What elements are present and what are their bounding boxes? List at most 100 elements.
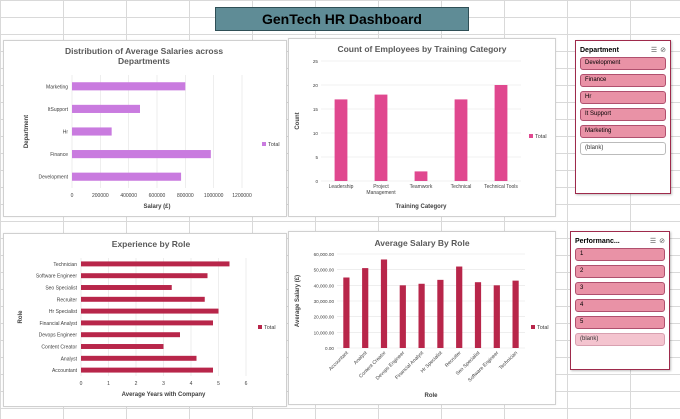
category-label: Analyst [353, 350, 369, 366]
legend-label: Total [264, 325, 276, 331]
category-label: Technical [451, 184, 472, 190]
bar[interactable] [81, 367, 213, 373]
slicer-header: Department ☰ ⊘ [576, 43, 670, 57]
x-tick-label: 600000 [149, 193, 166, 199]
bar[interactable] [512, 280, 519, 348]
bar[interactable] [380, 259, 388, 348]
bar[interactable] [72, 150, 211, 159]
y-tick-label: 40,000.00 [314, 283, 335, 288]
bar[interactable] [493, 285, 500, 348]
y-axis-label: Count [295, 112, 301, 129]
bar[interactable] [81, 355, 197, 361]
category-label: Finance [50, 152, 68, 158]
category-label: Management [366, 190, 396, 196]
slicer-title: Department [580, 46, 619, 54]
x-axis-label: Training Category [395, 204, 447, 210]
slicer-item-hr[interactable]: Hr [580, 91, 666, 104]
bar[interactable] [81, 344, 164, 349]
slicer-item-finance[interactable]: Finance [580, 74, 666, 87]
y-tick-label: 60,000.00 [314, 252, 335, 257]
chart-department-salary[interactable]: Distribution of Average Salaries across D… [3, 40, 287, 217]
category-label: Accountant [328, 350, 350, 372]
y-tick-label: 30,000.00 [314, 299, 335, 304]
slicer-item-marketing[interactable]: Marketing [580, 125, 666, 138]
bar[interactable] [456, 266, 463, 348]
category-label: Leadership [329, 184, 354, 190]
salary-by-role-chart-svg: Average Salary By Role 0.00 10,000.00 20,00… [295, 238, 549, 399]
bar[interactable] [334, 99, 348, 181]
category-label: Analyst [61, 356, 78, 362]
bar[interactable] [81, 308, 219, 314]
bar[interactable] [362, 268, 369, 348]
bar[interactable] [454, 99, 468, 181]
slicer-item-blank[interactable]: (blank) [580, 142, 666, 155]
clear-filter-icon[interactable]: ⊘ [660, 47, 666, 54]
slicer-title: Performanc... [575, 237, 620, 245]
x-tick-label: 3 [162, 381, 165, 387]
category-label: Recruiter [57, 297, 78, 303]
multi-select-icon[interactable]: ☰ [649, 238, 657, 245]
bar[interactable] [81, 261, 230, 267]
slicer-item-it-support[interactable]: It Support [580, 108, 666, 121]
bar[interactable] [81, 332, 180, 338]
slicer-item-2[interactable]: 2 [575, 265, 665, 278]
legend-swatch [529, 134, 533, 138]
bar[interactable] [81, 285, 172, 290]
bar[interactable] [343, 277, 350, 349]
y-tick-label: 10 [313, 131, 319, 136]
slicer-item-blank[interactable]: (blank) [575, 333, 665, 346]
category-label: Content Creator [41, 345, 77, 351]
category-label: Accountant [52, 368, 78, 374]
performance-slicer[interactable]: Performanc... ☰ ⊘ 1 2 3 4 5 (blank) [570, 231, 670, 370]
bar[interactable] [494, 85, 508, 181]
slicer-item-1[interactable]: 1 [575, 248, 665, 261]
category-label: Technician [53, 262, 77, 268]
slicer-item-3[interactable]: 3 [575, 282, 665, 295]
bar[interactable] [81, 320, 213, 326]
category-label: Hr Specialist [49, 309, 78, 315]
slicer-item-5[interactable]: 5 [575, 316, 665, 329]
x-tick-label: 4 [190, 381, 193, 387]
slicer-item-development[interactable]: Development [580, 57, 666, 70]
bar[interactable] [414, 171, 428, 181]
department-salary-chart-svg: Distribution of Average Salaries acrossD… [24, 46, 280, 210]
multi-select-icon[interactable]: ☰ [650, 47, 658, 54]
x-tick-label: 400000 [120, 193, 137, 199]
category-label: Devops Engineer [39, 333, 78, 339]
chart-salary-by-role[interactable]: Average Salary By Role 0.00 10,000.00 20,00… [288, 231, 556, 405]
x-tick-label: 0 [80, 381, 83, 387]
x-tick-label: 1000000 [204, 193, 224, 199]
bar[interactable] [474, 282, 482, 348]
x-tick-label: 5 [217, 381, 220, 387]
bar[interactable] [81, 296, 205, 302]
experience-chart-svg: Experience by Role 0 1 2 3 4 5 6 Technician Softw… [18, 239, 276, 398]
x-tick-label: 6 [245, 381, 248, 387]
y-tick-label: 15 [313, 107, 319, 112]
legend-label: Total [537, 325, 549, 331]
chart-experience-by-role[interactable]: Experience by Role 0 1 2 3 4 5 6 Technician Softw… [3, 233, 287, 407]
bar[interactable] [399, 285, 406, 348]
bar[interactable] [437, 279, 444, 348]
category-label: Technician [498, 350, 519, 371]
bar[interactable] [374, 94, 388, 181]
bar[interactable] [418, 283, 425, 348]
bar[interactable] [72, 172, 182, 181]
slicer-item-4[interactable]: 4 [575, 299, 665, 312]
x-tick-label: 1 [107, 381, 110, 387]
category-label: Marketing [46, 84, 68, 90]
x-axis-label: Salary (£) [143, 204, 170, 210]
chart-training-category[interactable]: Count of Employees by Training Category 0… [288, 38, 556, 217]
department-slicer[interactable]: Department ☰ ⊘ Development Finance Hr It… [575, 40, 671, 194]
chart-title: Average Salary By Role [374, 238, 469, 248]
bar[interactable] [72, 82, 186, 91]
x-axis-label: Role [424, 393, 438, 399]
chart-title: Departments [118, 56, 170, 66]
x-tick-label: 1200000 [232, 193, 252, 199]
category-label: Software Engineer [36, 274, 77, 280]
bar[interactable] [72, 127, 112, 136]
bar[interactable] [72, 104, 140, 113]
slicer-header: Performanc... ☰ ⊘ [571, 234, 669, 248]
bar[interactable] [81, 273, 208, 279]
clear-filter-icon[interactable]: ⊘ [659, 238, 665, 245]
category-label: Financial Analyst [39, 321, 77, 327]
